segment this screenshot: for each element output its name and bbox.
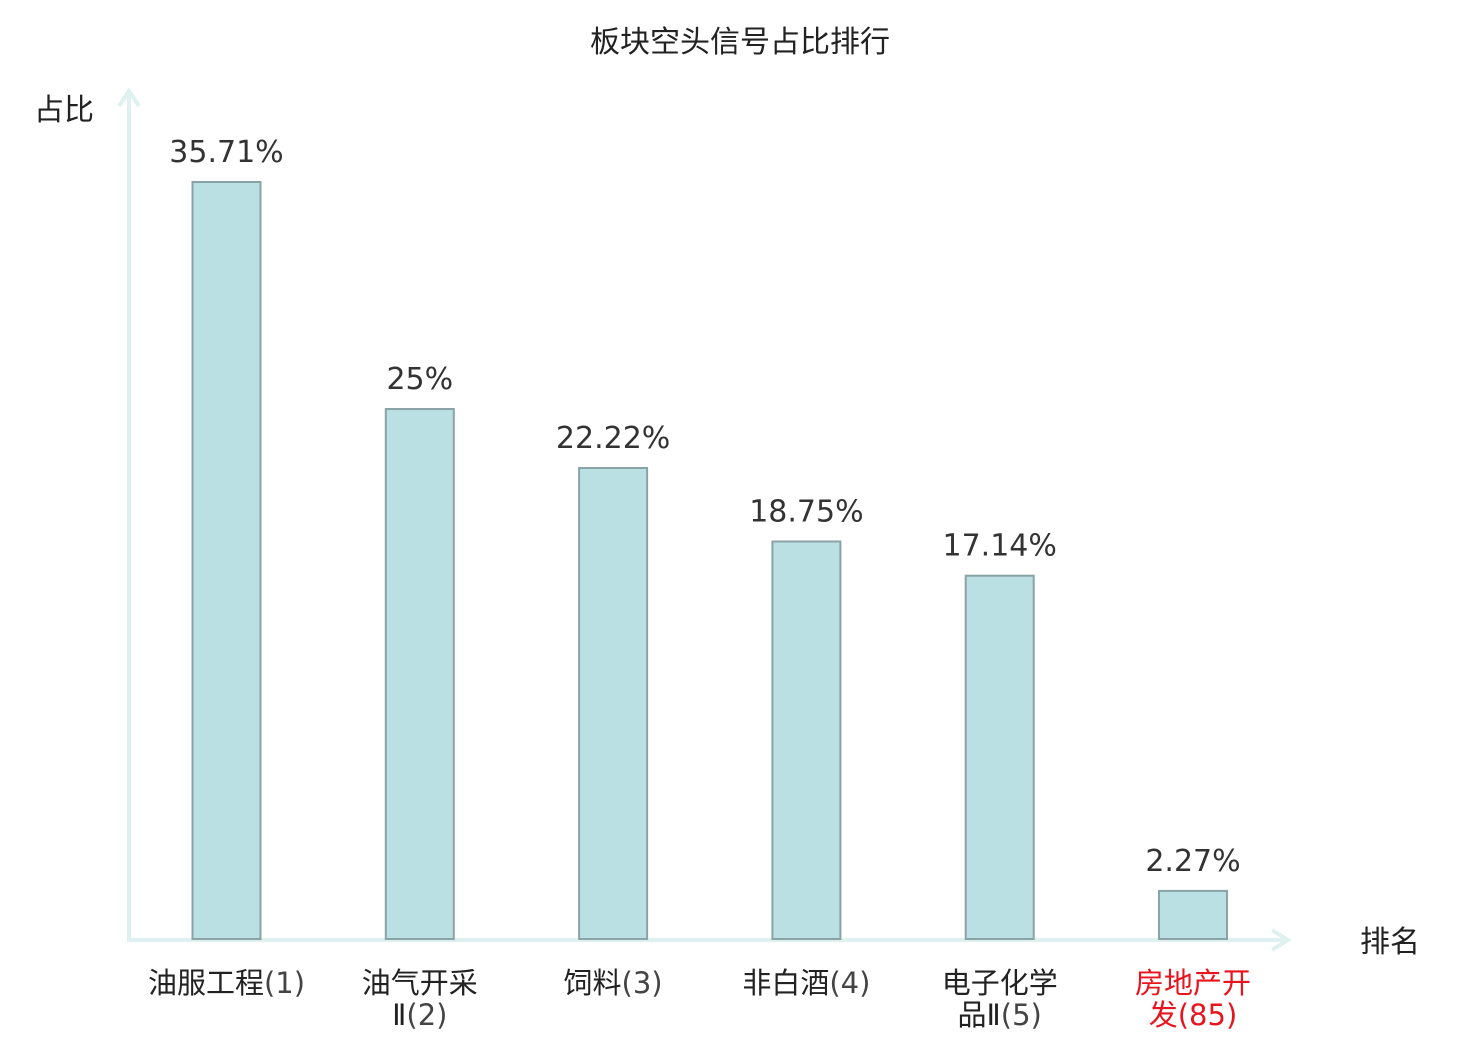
value-label-5: 17.14% — [943, 529, 1057, 564]
x-axis-label: 排名 — [1360, 925, 1420, 960]
category-label-3: 饲料(3) — [564, 966, 663, 1000]
category-label-4: 非白酒(4) — [742, 966, 870, 1000]
value-label-3: 22.22% — [556, 421, 670, 456]
bar-1 — [191, 181, 262, 940]
category-label-1: 油服工程(1) — [148, 966, 305, 1000]
bar-2 — [384, 408, 455, 940]
chart-title: 板块空头信号占比排行 — [590, 25, 890, 60]
value-label-1: 35.71% — [169, 135, 283, 170]
bar-4 — [771, 540, 842, 940]
y-axis-arrow-icon — [117, 87, 141, 108]
value-label-4: 18.75% — [749, 495, 863, 530]
x-axis-arrow-icon — [1270, 928, 1292, 952]
bar-5 — [964, 574, 1035, 940]
bar-6 — [1158, 889, 1228, 941]
value-label-2: 25% — [386, 362, 453, 397]
category-label-5: 电子化学品Ⅱ(5) — [942, 966, 1058, 1032]
category-label-2: 油气开采 Ⅱ(2) — [362, 966, 478, 1032]
value-label-6: 2.27% — [1145, 844, 1240, 879]
y-axis-label: 占比 — [34, 93, 94, 128]
category-label-6: 房地产开发(85) — [1135, 966, 1251, 1032]
bar-series: 35.71% 油服工程(1) 25% 油气开采 Ⅱ(2) 22.22% 饲料(3) 18.75… — [148, 135, 1251, 1032]
bar-3 — [578, 467, 649, 940]
